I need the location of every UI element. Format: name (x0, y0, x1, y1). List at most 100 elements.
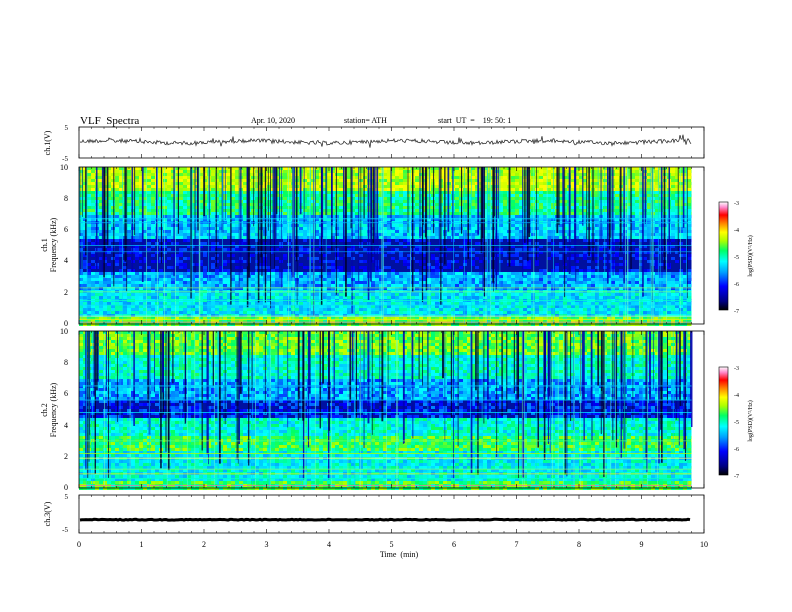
spectrogram-cell (403, 281, 407, 284)
spectrogram-cell (199, 203, 203, 206)
spectrogram-cell (419, 227, 423, 230)
spectrogram-cell (307, 227, 311, 230)
spectrogram-cell (671, 167, 675, 170)
spectrogram-cell (535, 248, 539, 251)
spectrogram-cell (595, 170, 599, 173)
spectrogram-cell (91, 227, 95, 230)
spectrogram-cell (419, 275, 423, 278)
spectrogram-cell (555, 272, 559, 275)
spectrogram-cell (111, 248, 115, 251)
spectrogram-cell (307, 179, 311, 182)
spectrogram-cell (83, 245, 87, 248)
spectrogram-cell (583, 230, 587, 233)
spectrogram-cell (183, 218, 187, 221)
spectrogram-cell (119, 248, 123, 251)
spectrogram-cell (243, 176, 247, 179)
spectrogram-cell (275, 257, 279, 260)
spectrogram-cell (671, 227, 675, 230)
spectrogram-cell (671, 278, 675, 281)
spectrogram-cell (475, 185, 479, 188)
spectrogram-cell (535, 179, 539, 182)
spectrogram-cell (87, 233, 91, 236)
spectrogram-cell (383, 173, 387, 176)
spectrogram-cell (303, 236, 307, 239)
spectrogram-cell (535, 278, 539, 281)
spectrogram-cell (635, 281, 639, 284)
spectrogram-cell (247, 278, 251, 281)
spectrogram-cell (219, 212, 223, 215)
spectrogram-cell (571, 257, 575, 260)
spectrogram-cell (399, 173, 403, 176)
spectrogram-cell (511, 263, 515, 266)
spectrogram-cell (311, 167, 315, 170)
spectrogram-cell (255, 209, 259, 212)
spectrogram-cell (191, 230, 195, 233)
spectrogram-cell (115, 260, 119, 263)
spectrogram-cell (679, 197, 683, 200)
spectrogram-cell (211, 212, 215, 215)
spectrogram-cell (663, 278, 667, 281)
spectrogram-cell (475, 251, 479, 254)
spectrogram-cell (595, 254, 599, 257)
spectrogram-cell (691, 254, 692, 257)
spectrogram-cell (403, 224, 407, 227)
spectrogram-cell (175, 194, 179, 197)
spectrogram-cell (671, 209, 675, 212)
spectrogram-cell (463, 167, 467, 170)
spectrogram-cell (515, 182, 519, 185)
spectrogram-cell (311, 275, 315, 278)
spectrogram-cell (171, 170, 175, 173)
spectrogram-cell (203, 278, 207, 281)
spectrogram-cell (431, 215, 435, 218)
spectrogram-cell (415, 188, 419, 191)
spectrogram-cell (327, 278, 331, 281)
spectrogram-cell (99, 173, 103, 176)
spectrogram-cell (615, 170, 619, 173)
spectrogram-cell (151, 209, 155, 212)
spectrogram-cell (331, 200, 335, 203)
spectrogram-cell (551, 272, 555, 275)
spectrogram-cell (395, 215, 399, 218)
spectrogram-cell (531, 215, 535, 218)
spectrogram-cell (311, 233, 315, 236)
spectrogram-cell (171, 206, 175, 209)
spectrogram-cell (119, 236, 123, 239)
spectrogram-cell (647, 206, 651, 209)
spectrogram-cell (115, 224, 119, 227)
spectrogram-cell (615, 212, 619, 215)
spectrogram-cell (335, 218, 339, 221)
spectrogram-cell (347, 167, 351, 170)
spectrogram-cell (335, 275, 339, 278)
spectrogram-cell (387, 236, 391, 239)
spectrogram-cell (243, 173, 247, 176)
spectrogram-cell (351, 224, 355, 227)
spectrogram-cell (199, 188, 203, 191)
spectrogram-cell (143, 236, 147, 239)
spectrogram-cell (671, 275, 675, 278)
spectrogram-cell (311, 209, 315, 212)
spectrogram-cell (251, 275, 255, 278)
spectrogram-cell (235, 176, 239, 179)
spectrogram-cell (87, 179, 91, 182)
spectrogram-cell (395, 233, 399, 236)
spectrogram-cell (255, 236, 259, 239)
spectrogram-cell (447, 275, 451, 278)
spectrogram-cell (575, 215, 579, 218)
spectrogram-cell (351, 167, 355, 170)
spectrogram-cell (687, 176, 691, 179)
spectrogram-cell (347, 227, 351, 230)
spectrogram-cell (347, 278, 351, 281)
spectrogram-cell (91, 176, 95, 179)
spectrogram-cell (683, 167, 687, 170)
spectrogram-cell (219, 224, 223, 227)
spectrogram-cell (399, 203, 403, 206)
spectrogram-cell (231, 176, 235, 179)
spectrogram-cell (119, 272, 123, 275)
spectrogram-cell (539, 227, 543, 230)
spectrogram-cell (299, 224, 303, 227)
spectrogram-cell (671, 212, 675, 215)
spectrogram-cell (259, 263, 263, 266)
spectrogram-cell (215, 182, 219, 185)
spectrogram-cell (283, 182, 287, 185)
spectrogram-cell (579, 191, 583, 194)
